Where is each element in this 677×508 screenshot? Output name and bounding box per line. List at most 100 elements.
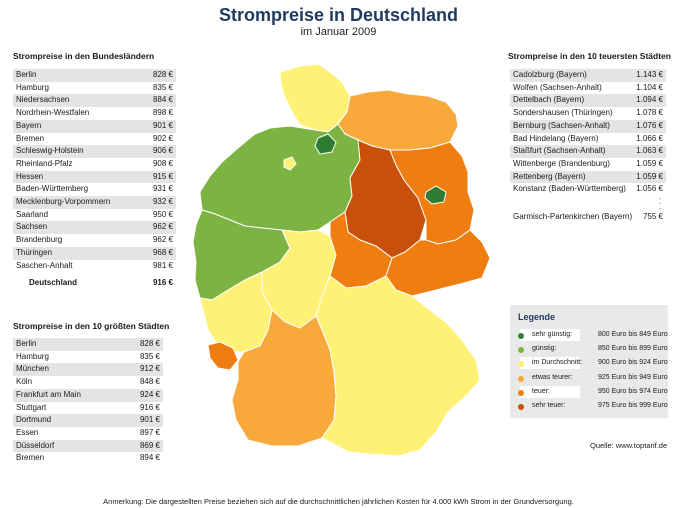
legend-dot-icon xyxy=(518,404,524,410)
state-row: Niedersachsen 884 € xyxy=(13,94,176,108)
source-text: Quelle: www.toptarif.de xyxy=(590,441,668,450)
expensive-city-row-price: 1.059 € xyxy=(632,157,666,171)
state-row-price: 884 € xyxy=(142,94,176,108)
state-row-name: Sachsen xyxy=(13,221,143,235)
state-row-price: 968 € xyxy=(142,246,176,260)
state-row: Thüringen 968 € xyxy=(13,246,176,260)
expensive-city-row-name: Rettenberg (Bayern) xyxy=(510,170,633,184)
state-row-price: 932 € xyxy=(142,196,176,209)
city-row: Hamburg 835 € xyxy=(13,350,163,364)
expensive-city-row-price: 1.056 € xyxy=(632,183,666,197)
city-row: Frankfurt am Main 924 € xyxy=(13,388,163,402)
legend-item-label: im Durchschnitt: xyxy=(532,359,583,367)
states-section-title: Strompreise in den Bundesländern xyxy=(13,51,155,61)
city-row: Düsseldorf 869 € xyxy=(13,439,163,453)
state-row-name: Bayern xyxy=(13,119,143,133)
page-title: Strompreise in Deutschland xyxy=(218,5,459,25)
city-row-price: 869 € xyxy=(122,439,163,453)
expensive-city-row: Bernburg (Sachsen-Anhalt) 1.076 € xyxy=(510,119,666,133)
city-row: Essen 897 € xyxy=(13,426,163,440)
state-row-name: Brandenburg xyxy=(13,234,143,247)
legend-band xyxy=(520,357,580,370)
expensive-city-row-name: Wittenberge (Brandenburg) xyxy=(510,157,633,171)
expensive-city-row-price: 1.066 € xyxy=(632,132,666,146)
state-row: Hamburg 835 € xyxy=(13,81,176,95)
city-row-price: 835 € xyxy=(122,350,163,364)
germany-total-price: 916 € xyxy=(152,278,173,287)
state-row-name: Thüringen xyxy=(13,246,143,260)
state-row: Bremen 902 € xyxy=(13,132,176,146)
city-row-name: Berlin xyxy=(13,338,123,351)
state-row-name: Saschen-Anhalt xyxy=(13,259,143,273)
legend-item-range: 900 Euro bis 924 Euro xyxy=(598,359,668,367)
expensive-city-row-name: Dettelbach (Bayern) xyxy=(510,94,633,108)
region-saarland xyxy=(207,341,239,371)
city-row: Berlin 828 € xyxy=(13,338,163,351)
state-row: Mecklenburg-Vorpommern 932 € xyxy=(13,196,176,209)
state-row: Brandenburg 962 € xyxy=(13,234,176,247)
cheapest-city-label: Garmisch-Partenkirchen (Bayern) xyxy=(513,212,633,221)
city-row-price: 924 € xyxy=(122,388,163,402)
legend-dot-icon xyxy=(518,361,524,368)
region-bayern xyxy=(315,275,481,457)
state-row: Berlin 828 € xyxy=(13,69,176,82)
cheapest-city-price: 755 € xyxy=(642,212,663,221)
state-row-name: Rheinland-Pfalz xyxy=(13,157,143,171)
city-row-price: 912 € xyxy=(122,363,163,377)
city-row-name: Dortmund xyxy=(13,414,123,427)
city-row: München 912 € xyxy=(13,363,163,377)
region-niedersachsen xyxy=(199,123,361,233)
expensive-city-row: Wolfen (Sachsen-Anhalt) 1.104 € xyxy=(510,81,666,95)
footnote: Anmerkung: Die dargestellten Preise bezi… xyxy=(103,497,574,506)
cities-section-title: Strompreise in den 10 größten Städten xyxy=(13,321,170,331)
city-row-price: 848 € xyxy=(122,376,163,389)
state-row-price: 906 € xyxy=(142,145,176,158)
city-row: Bremen 894 € xyxy=(13,452,163,466)
city-row-price: 897 € xyxy=(122,426,163,440)
state-row: Schleswig-Holstein 906 € xyxy=(13,145,176,158)
state-row-name: Niedersachsen xyxy=(13,94,143,108)
legend-dot-icon xyxy=(518,333,524,339)
ellipsis-icon: · · · xyxy=(658,194,662,213)
state-row-price: 835 € xyxy=(142,81,176,95)
expensive-section-title: Strompreise in den 10 teuersten Städten xyxy=(508,51,671,61)
city-row-price: 901 € xyxy=(122,414,163,427)
legend-item-label: günstig: xyxy=(532,345,557,353)
state-row-price: 962 € xyxy=(142,234,176,247)
state-row-price: 950 € xyxy=(142,208,176,222)
region-hamburg xyxy=(314,133,337,155)
city-row-name: Köln xyxy=(13,376,123,389)
state-row-price: 902 € xyxy=(142,132,176,146)
expensive-city-row: Konstanz (Baden-Württemberg) 1.056 € xyxy=(510,183,666,197)
state-row: Saschen-Anhalt 981 € xyxy=(13,259,176,273)
state-row-price: 915 € xyxy=(142,170,176,184)
legend-dot-icon xyxy=(518,389,524,396)
state-row-name: Saarland xyxy=(13,208,143,222)
expensive-city-row: Cadolzburg (Bayern) 1.143 € xyxy=(510,69,666,82)
legend-item-range: 925 Euro bis 949 Euro xyxy=(598,373,668,381)
state-row: Hessen 915 € xyxy=(13,170,176,184)
city-row-name: Hamburg xyxy=(13,350,123,364)
state-row: Sachsen 962 € xyxy=(13,221,176,235)
expensive-city-row: Bad Hindelang (Bayern) 1.066 € xyxy=(510,132,666,146)
city-row-name: Stuttgart xyxy=(13,401,123,415)
expensive-city-row-name: Cadolzburg (Bayern) xyxy=(510,69,633,82)
state-row-price: 981 € xyxy=(142,259,176,273)
expensive-city-row-name: Bernburg (Sachsen-Anhalt) xyxy=(510,119,633,133)
legend-item-range: 975 Euro bis 999 Euro xyxy=(598,402,668,409)
city-row-price: 894 € xyxy=(122,452,163,466)
city-row-name: Essen xyxy=(13,426,123,440)
legend-item-label: etwas teurer: xyxy=(532,373,573,381)
expensive-city-row: Staßfurt (Sachsen-Anhalt) 1.063 € xyxy=(510,145,666,158)
legend-dot-icon xyxy=(518,347,524,354)
expensive-city-row-price: 1.059 € xyxy=(632,170,666,184)
legend: Legende sehr günstig: 800 Euro bis 849 Eu… xyxy=(510,305,668,418)
expensive-city-row: Sondershausen (Thüringen) 1.078 € xyxy=(510,107,666,120)
legend-band xyxy=(520,329,580,341)
state-row: Rheinland-Pfalz 908 € xyxy=(13,157,176,171)
page-subtitle: im Januar 2009 xyxy=(300,26,377,38)
state-row: Bayern 901 € xyxy=(13,119,176,133)
city-row-price: 916 € xyxy=(122,401,163,415)
germany-total-row: Deutschland 916 € xyxy=(13,278,176,290)
